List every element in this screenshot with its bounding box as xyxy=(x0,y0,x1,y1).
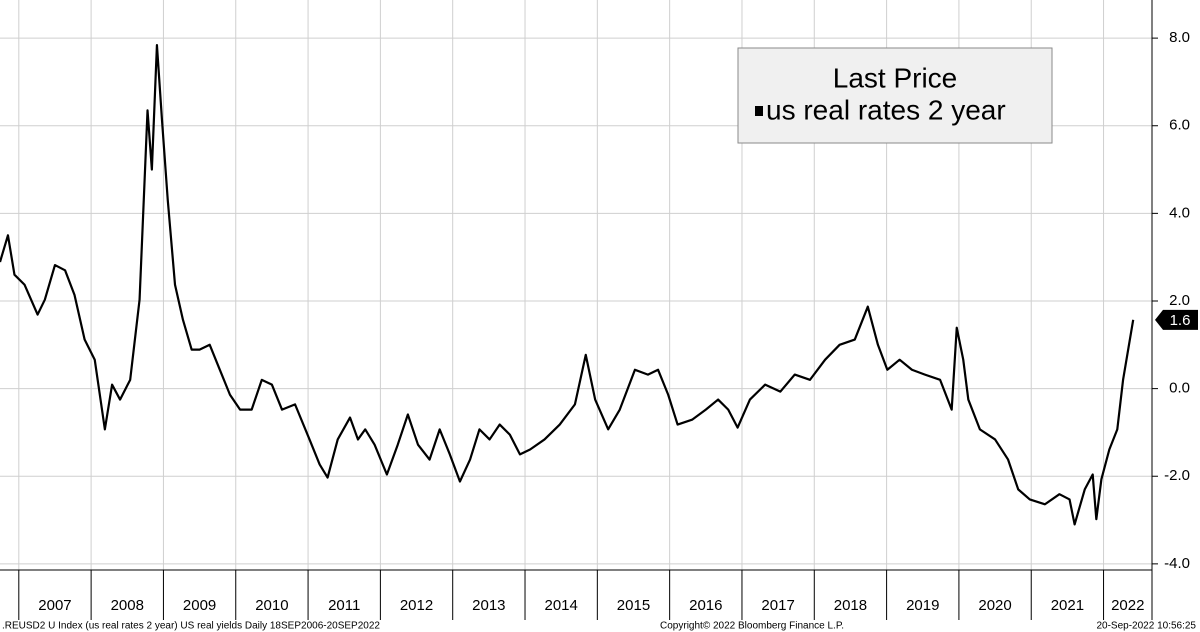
line xyxy=(0,44,1135,526)
x-tick-label: 2014 xyxy=(544,597,577,614)
x-tick-label: 2010 xyxy=(255,597,288,614)
footer-right: 20-Sep-2022 10:56:25 xyxy=(1096,621,1196,632)
y-tick-label: 8.0 xyxy=(1169,29,1190,46)
legend-swatch xyxy=(755,106,763,116)
x-tick-label: 2019 xyxy=(906,597,939,614)
x-tick-label: 2017 xyxy=(761,597,794,614)
grid xyxy=(0,0,1152,570)
x-tick-label: 2008 xyxy=(111,597,144,614)
legend-box xyxy=(737,47,1053,144)
x-tick-label: 2015 xyxy=(617,597,650,614)
x-tick-label: 2021 xyxy=(1051,597,1084,614)
last-value-label: 1.6 xyxy=(1170,312,1191,329)
legend-title: Last Price xyxy=(833,62,958,93)
footer-center: Copyright© 2022 Bloomberg Finance L.P. xyxy=(660,621,844,632)
footer-left: .REUSD2 U Index (us real rates 2 year) U… xyxy=(2,621,380,632)
footer: .REUSD2 U Index (us real rates 2 year) U… xyxy=(2,621,1196,632)
y-tick-label: -2.0 xyxy=(1164,467,1190,484)
x-tick-label: 2016 xyxy=(689,597,722,614)
plot xyxy=(0,44,1135,526)
x-tick-label: 2007 xyxy=(38,597,71,614)
last-value-tag xyxy=(1155,309,1198,330)
y-tick-label: -4.0 xyxy=(1164,555,1190,572)
x-tick-label: 2009 xyxy=(183,597,216,614)
x-tick-label: 2013 xyxy=(472,597,505,614)
y-tick-label: 2.0 xyxy=(1169,292,1190,309)
legend-label: us real rates 2 year xyxy=(766,94,1006,125)
x-tick-label: 2022 xyxy=(1111,597,1144,614)
y-tick-label: 0.0 xyxy=(1169,380,1190,397)
legend: Last Price us real rates 2 year xyxy=(737,47,1053,144)
x-tick-label: 2011 xyxy=(328,597,360,614)
y-tick-label: 6.0 xyxy=(1169,117,1190,134)
x-tick-label: 2020 xyxy=(978,597,1011,614)
y-tick-label: 4.0 xyxy=(1169,204,1190,221)
x-tick-label: 2012 xyxy=(400,597,433,614)
x-tick-label: 2018 xyxy=(834,597,867,614)
